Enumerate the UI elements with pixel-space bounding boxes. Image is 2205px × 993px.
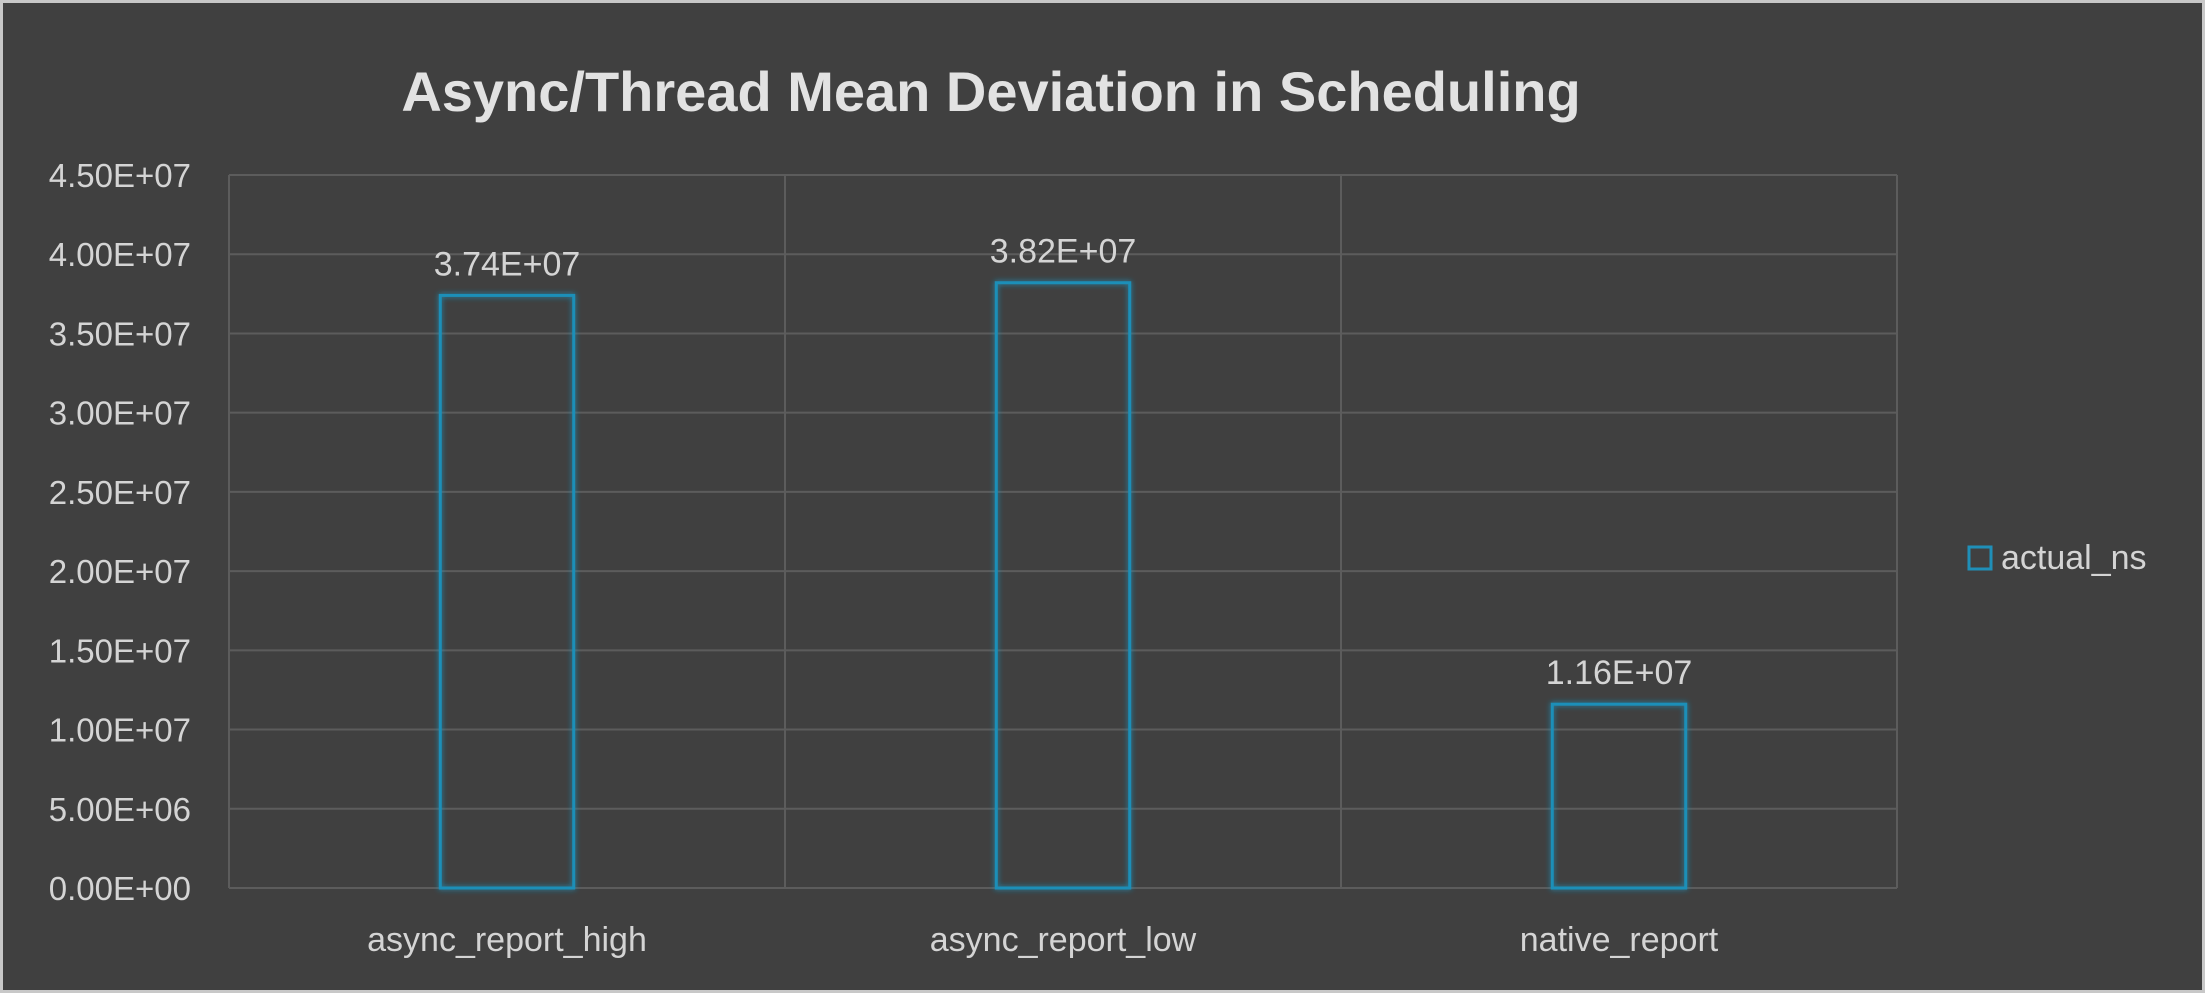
x-axis-categories: async_report_high async_report_low native_… (367, 921, 1719, 959)
y-tick-label: 4.50E+07 (49, 157, 191, 194)
y-tick-label: 2.50E+07 (49, 474, 191, 511)
data-label-async_report_low: 3.82E+07 (990, 233, 1137, 271)
bar-native_report[interactable] (1550, 702, 1688, 890)
bar-async_report_low[interactable] (994, 281, 1132, 890)
data-label-async_report_high: 3.74E+07 (434, 245, 581, 283)
grid (228, 174, 1898, 889)
data-labels: 3.74E+07 3.82E+07 1.16E+07 (434, 233, 1693, 692)
y-tick-label: 5.00E+06 (49, 791, 191, 828)
data-label-native_report: 1.16E+07 (1546, 654, 1693, 692)
bars (438, 281, 1688, 890)
y-tick-label: 3.00E+07 (49, 395, 191, 432)
category-label-native_report: native_report (1520, 921, 1719, 959)
legend-label[interactable]: actual_ns (2001, 539, 2147, 577)
y-tick-label: 3.50E+07 (49, 315, 191, 352)
y-tick-label: 2.00E+07 (49, 553, 191, 590)
y-tick-label: 4.00E+07 (49, 236, 191, 273)
category-label-async_report_low: async_report_low (930, 921, 1197, 959)
legend: actual_ns (1967, 539, 2147, 577)
y-tick-label: 0.00E+00 (49, 870, 191, 907)
legend-swatch (1967, 545, 1993, 571)
bar-async_report_high[interactable] (438, 293, 576, 890)
category-label-async_report_high: async_report_high (367, 921, 647, 959)
y-tick-label: 1.00E+07 (49, 712, 191, 749)
chart-title: Async/Thread Mean Deviation in Schedulin… (401, 60, 1580, 123)
y-axis-ticks: 0.00E+00 5.00E+06 1.00E+07 1.50E+07 2.00E+07… (49, 157, 191, 907)
y-tick-label: 1.50E+07 (49, 632, 191, 669)
bar-chart: Async/Thread Mean Deviation in Schedulin… (49, 60, 2147, 959)
